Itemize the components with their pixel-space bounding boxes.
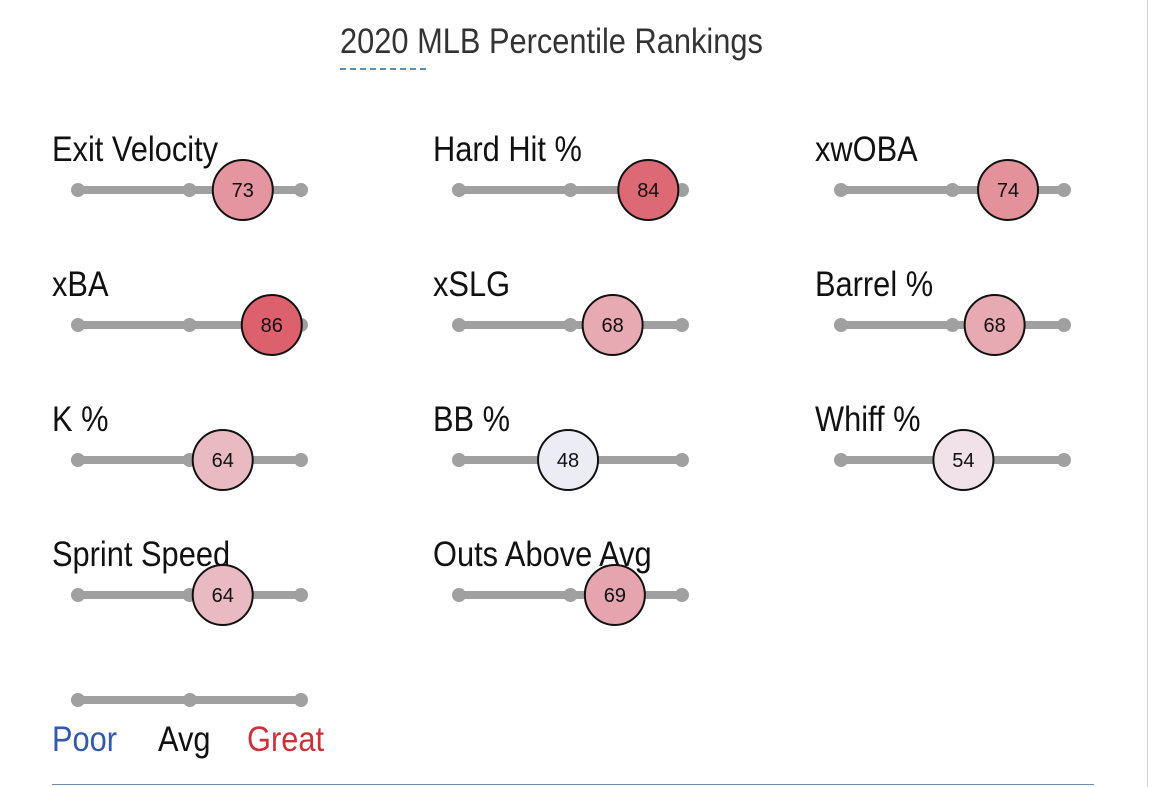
track-dot-avg bbox=[945, 183, 960, 197]
metric-xba: xBA 86 bbox=[52, 265, 392, 385]
percentile-marker bbox=[932, 429, 995, 491]
track-dot-poor bbox=[71, 318, 85, 332]
track-dot-poor bbox=[834, 183, 848, 197]
percentile-value: 86 bbox=[261, 315, 283, 337]
track-dot-poor bbox=[452, 318, 466, 332]
metric-xslg: xSLG 68 bbox=[433, 265, 773, 385]
percentile-marker bbox=[617, 159, 680, 221]
metric-label: Barrel % bbox=[815, 265, 934, 304]
track-dot-poor bbox=[452, 183, 466, 197]
percentile-value: 54 bbox=[952, 450, 974, 472]
metric-sprint-speed: Sprint Speed 64 bbox=[52, 535, 392, 655]
track-dot-poor bbox=[71, 183, 85, 197]
track-dot-poor bbox=[834, 453, 848, 467]
metric-label: Whiff % bbox=[815, 400, 921, 439]
metric-xwoba: xwOBA 74 bbox=[815, 130, 1153, 250]
percentile-marker bbox=[240, 294, 303, 356]
metric-label: Sprint Speed bbox=[52, 535, 231, 574]
track-dot-poor bbox=[71, 453, 85, 467]
metric-track: 86 bbox=[71, 294, 308, 356]
percentile-marker bbox=[581, 294, 644, 356]
percentile-value: 84 bbox=[637, 180, 659, 202]
metric-label: xwOBA bbox=[815, 130, 918, 169]
percentile-marker bbox=[977, 159, 1040, 221]
metric-whiff: Whiff % 54 bbox=[815, 400, 1153, 520]
legend-dot-avg bbox=[183, 693, 197, 707]
metric-exit-velocity: Exit Velocity 73 bbox=[52, 130, 392, 250]
metric-label: K % bbox=[52, 400, 109, 439]
legend-dot-great bbox=[294, 693, 308, 707]
percentile-marker bbox=[963, 294, 1026, 356]
track-dot-great bbox=[294, 453, 308, 467]
percentile-value: 64 bbox=[212, 450, 234, 472]
track-dot-poor bbox=[71, 588, 85, 602]
percentile-marker bbox=[537, 429, 600, 491]
track-dot-great bbox=[1057, 318, 1071, 332]
metric-label: xSLG bbox=[433, 265, 511, 304]
metric-track: 48 bbox=[452, 429, 689, 491]
percentile-value: 69 bbox=[604, 585, 626, 607]
metric-bb: BB % 48 bbox=[433, 400, 773, 520]
metric-track: 54 bbox=[834, 429, 1071, 491]
percentile-marker bbox=[583, 564, 646, 626]
percentile-value: 74 bbox=[997, 180, 1019, 202]
track-dot-avg bbox=[563, 588, 578, 602]
track-dot-poor bbox=[834, 318, 848, 332]
percentile-value: 73 bbox=[232, 180, 254, 202]
metric-track: 69 bbox=[452, 564, 689, 626]
track-dot-poor bbox=[452, 588, 466, 602]
legend: Poor Avg Great bbox=[52, 680, 352, 780]
percentile-marker bbox=[191, 429, 254, 491]
track-dot-great bbox=[294, 588, 308, 602]
track-dot-great bbox=[294, 183, 308, 197]
metric-outs-above-avg: Outs Above Avg 69 bbox=[433, 535, 773, 655]
metric-k: K % 64 bbox=[52, 400, 392, 520]
track-dot-great bbox=[675, 318, 689, 332]
metric-track: 84 bbox=[452, 159, 689, 221]
track-dot-avg bbox=[563, 318, 578, 332]
bottom-rule bbox=[52, 784, 1094, 785]
right-edge-rule bbox=[1147, 0, 1148, 787]
metric-barrel: Barrel % 68 bbox=[815, 265, 1153, 385]
legend-track bbox=[71, 693, 308, 707]
metric-label: Exit Velocity bbox=[52, 130, 219, 169]
legend-poor-label: Poor bbox=[52, 720, 118, 759]
chart-title: 2020 MLB Percentile Rankings bbox=[340, 22, 763, 61]
percentile-value: 48 bbox=[557, 450, 579, 472]
track-dot-avg bbox=[182, 318, 197, 332]
title-dashed-underline bbox=[340, 68, 426, 70]
legend-avg-label: Avg bbox=[158, 720, 211, 759]
track-dot-poor bbox=[452, 453, 466, 467]
metric-label: BB % bbox=[433, 400, 511, 439]
metric-track: 68 bbox=[834, 294, 1071, 356]
metric-hard-hit: Hard Hit % 84 bbox=[433, 130, 773, 250]
metric-label: Hard Hit % bbox=[433, 130, 582, 169]
metric-track: 74 bbox=[834, 159, 1071, 221]
metric-label: xBA bbox=[52, 265, 109, 304]
metric-track: 68 bbox=[452, 294, 689, 356]
track-dot-avg bbox=[182, 183, 197, 197]
percentile-marker bbox=[211, 159, 274, 221]
percentile-value: 68 bbox=[602, 315, 624, 337]
percentile-value: 64 bbox=[212, 585, 234, 607]
percentile-value: 68 bbox=[984, 315, 1006, 337]
percentile-marker bbox=[191, 564, 254, 626]
legend-dot-poor bbox=[71, 693, 85, 707]
track-dot-avg bbox=[563, 183, 578, 197]
metric-track: 64 bbox=[71, 564, 308, 626]
track-dot-great bbox=[1057, 183, 1071, 197]
legend-great-label: Great bbox=[247, 720, 325, 759]
track-dot-great bbox=[1057, 453, 1071, 467]
metric-track: 73 bbox=[71, 159, 308, 221]
metric-track: 64 bbox=[71, 429, 308, 491]
track-dot-great bbox=[675, 453, 689, 467]
track-dot-avg bbox=[945, 318, 960, 332]
track-dot-great bbox=[675, 588, 689, 602]
